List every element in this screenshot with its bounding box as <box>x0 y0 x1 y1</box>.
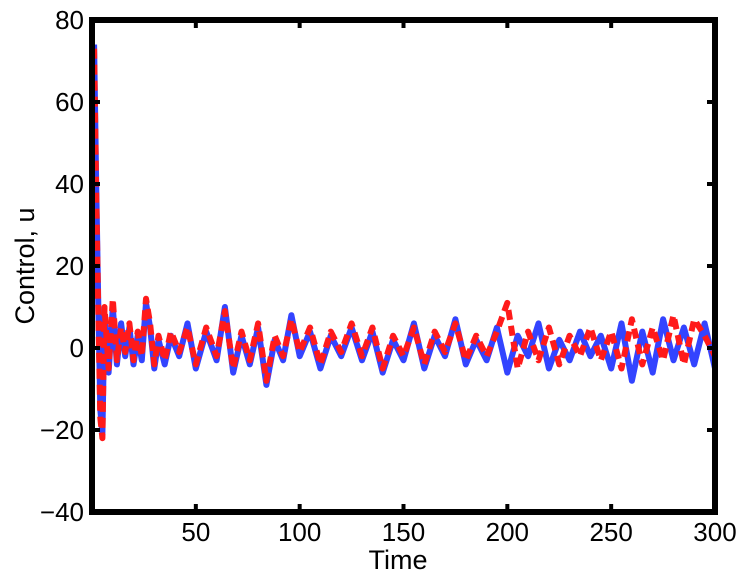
series-layer <box>91 44 718 442</box>
x-tick-label: 100 <box>278 517 321 547</box>
series-line-1 <box>91 44 718 438</box>
tick-layer: 50 100 150 200 250 300 −40 −20 0 20 40 60 80 <box>40 5 737 547</box>
y-tick-label: −40 <box>40 497 84 527</box>
x-tick-label: 300 <box>693 517 736 547</box>
y-tick-label: 0 <box>70 333 84 363</box>
x-tick-label: 200 <box>486 517 529 547</box>
y-tick-label: 60 <box>55 87 84 117</box>
y-tick-label: 40 <box>55 169 84 199</box>
y-tick-label: 20 <box>55 251 84 281</box>
x-tick-label: 150 <box>382 517 425 547</box>
x-axis-label: Time <box>369 545 428 575</box>
y-tick-label: −20 <box>40 415 84 445</box>
series-line-2 <box>91 48 718 442</box>
plot-frame <box>89 17 718 515</box>
y-tick-label: 80 <box>55 5 84 35</box>
x-tick-label: 250 <box>589 517 632 547</box>
x-tick-label: 50 <box>181 517 210 547</box>
y-axis-label: Control, u <box>10 207 40 324</box>
